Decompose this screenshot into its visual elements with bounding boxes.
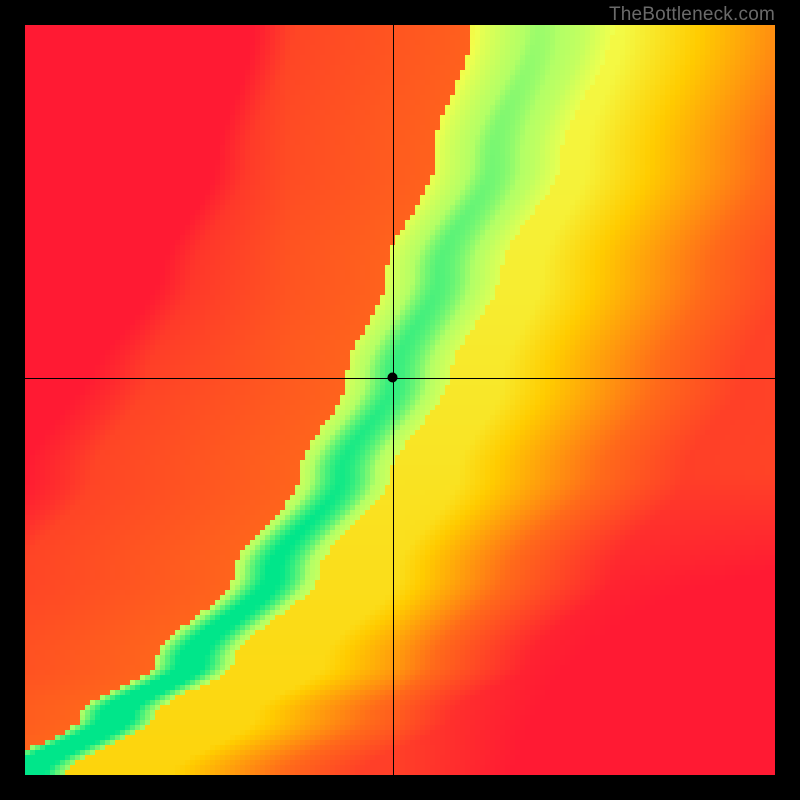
watermark-text: TheBottleneck.com [609, 4, 775, 26]
heatmap-canvas [25, 25, 775, 775]
bottleneck-heatmap [25, 25, 775, 775]
